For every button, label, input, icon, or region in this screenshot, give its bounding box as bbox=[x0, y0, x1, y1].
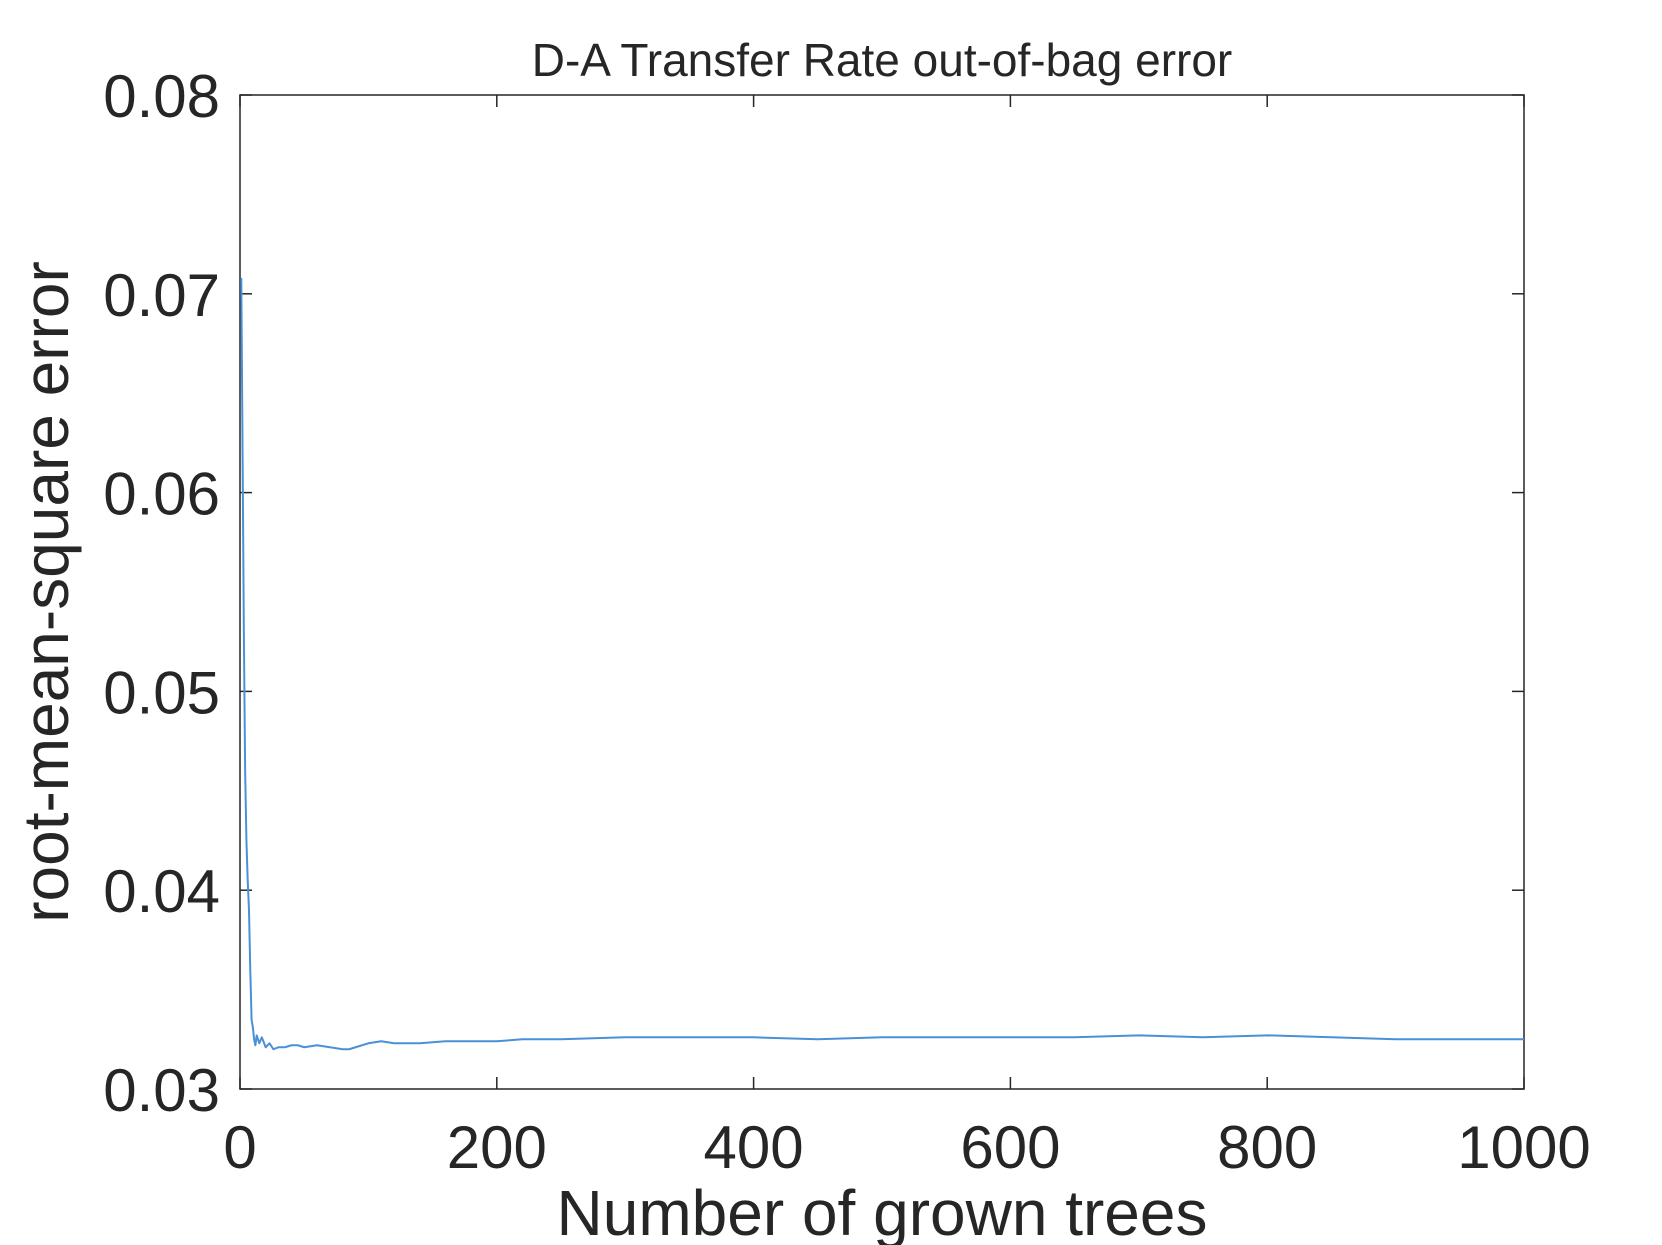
x-tick-label: 400 bbox=[704, 1114, 804, 1181]
y-tick-label: 0.03 bbox=[103, 1057, 220, 1124]
x-axis: 0 200 400 600 800 1000 bbox=[223, 95, 1591, 1181]
y-axis-label: root-mean-square error bbox=[10, 261, 82, 923]
x-tick-label: 0 bbox=[223, 1114, 256, 1181]
y-tick-label: 0.06 bbox=[103, 461, 220, 528]
x-tick-label: 600 bbox=[960, 1114, 1060, 1181]
x-tick-label: 1000 bbox=[1457, 1114, 1590, 1181]
y-axis: 0.03 0.04 0.05 0.06 0.07 0.08 bbox=[103, 63, 1524, 1124]
y-tick-label: 0.04 bbox=[103, 858, 220, 925]
x-tick-label: 800 bbox=[1217, 1114, 1317, 1181]
chart-title: D-A Transfer Rate out-of-bag error bbox=[532, 34, 1233, 86]
x-axis-label: Number of grown trees bbox=[557, 1177, 1208, 1245]
plot-area bbox=[239, 94, 1525, 1090]
y-tick-label: 0.05 bbox=[103, 659, 220, 726]
series-line bbox=[240, 277, 1524, 1051]
y-tick-label: 0.07 bbox=[103, 262, 220, 329]
x-tick-label: 200 bbox=[447, 1114, 547, 1181]
y-tick-label: 0.08 bbox=[103, 63, 220, 130]
